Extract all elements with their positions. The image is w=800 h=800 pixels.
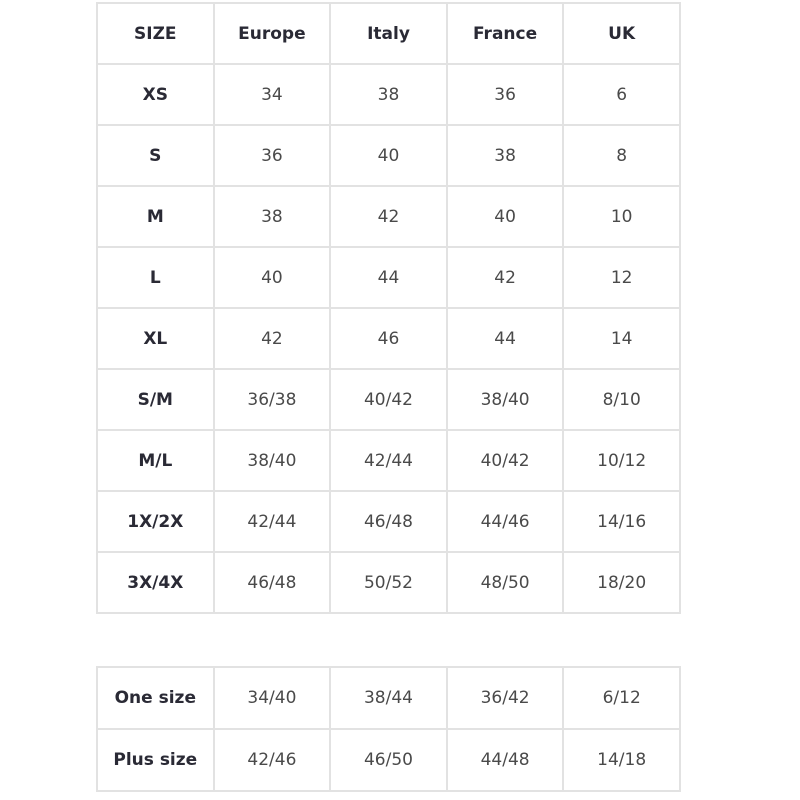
size-label-cell: 3X/4X xyxy=(96,551,215,614)
table-row: XL 42 46 44 14 xyxy=(96,307,681,370)
column-header: Italy xyxy=(329,2,448,65)
size-label-cell: 1X/2X xyxy=(96,490,215,553)
table-row: XS 34 38 36 6 xyxy=(96,63,681,126)
size-value-cell: 42 xyxy=(445,246,565,309)
size-value-cell: 50/52 xyxy=(329,551,448,614)
table-row: One size 34/40 38/44 36/42 6/12 xyxy=(96,666,681,730)
size-value-cell: 42/46 xyxy=(212,728,332,792)
size-value-cell: 8/10 xyxy=(562,368,681,431)
size-value-cell: 44 xyxy=(329,246,448,309)
size-value-cell: 6 xyxy=(562,63,681,126)
size-value-cell: 42/44 xyxy=(329,429,448,492)
table-row: L 40 44 42 12 xyxy=(96,246,681,309)
size-value-cell: 6/12 xyxy=(562,666,681,730)
table-row: Plus size 42/46 46/50 44/48 14/18 xyxy=(96,728,681,792)
size-value-cell: 46 xyxy=(329,307,448,370)
size-label-cell: S/M xyxy=(96,368,215,431)
table-row: S/M 36/38 40/42 38/40 8/10 xyxy=(96,368,681,431)
table-row: S 36 40 38 8 xyxy=(96,124,681,187)
size-value-cell: 44/48 xyxy=(445,728,565,792)
size-label-cell: L xyxy=(96,246,215,309)
size-value-cell: 40/42 xyxy=(445,429,565,492)
size-label-cell: S xyxy=(96,124,215,187)
size-label-cell: XS xyxy=(96,63,215,126)
size-label-cell: Plus size xyxy=(96,728,215,792)
size-value-cell: 46/48 xyxy=(212,551,332,614)
size-value-cell: 46/50 xyxy=(329,728,448,792)
size-value-cell: 38 xyxy=(329,63,448,126)
size-value-cell: 42 xyxy=(329,185,448,248)
size-label-cell: One size xyxy=(96,666,215,730)
size-value-cell: 14/16 xyxy=(562,490,681,553)
size-value-cell: 36 xyxy=(445,63,565,126)
column-header: UK xyxy=(562,2,681,65)
size-value-cell: 14/18 xyxy=(562,728,681,792)
column-header: France xyxy=(445,2,565,65)
size-value-cell: 48/50 xyxy=(445,551,565,614)
size-value-cell: 38/44 xyxy=(329,666,448,730)
size-label-cell: XL xyxy=(96,307,215,370)
size-value-cell: 14 xyxy=(562,307,681,370)
size-value-cell: 12 xyxy=(562,246,681,309)
size-value-cell: 40 xyxy=(329,124,448,187)
size-label-cell: M/L xyxy=(96,429,215,492)
table-row: M/L 38/40 42/44 40/42 10/12 xyxy=(96,429,681,492)
size-value-cell: 40/42 xyxy=(329,368,448,431)
header-row: SIZE Europe Italy France UK xyxy=(96,2,681,65)
size-value-cell: 8 xyxy=(562,124,681,187)
size-value-cell: 42/44 xyxy=(212,490,332,553)
table-row: 1X/2X 42/44 46/48 44/46 14/16 xyxy=(96,490,681,553)
size-conversion-table: SIZE Europe Italy France UK XS 34 38 36 6 S 36 40 38 8… xyxy=(96,2,681,614)
size-value-cell: 10/12 xyxy=(562,429,681,492)
size-value-cell: 38/40 xyxy=(445,368,565,431)
size-value-cell: 38 xyxy=(212,185,332,248)
table-row: M 38 42 40 10 xyxy=(96,185,681,248)
size-value-cell: 44/46 xyxy=(445,490,565,553)
size-label-cell: M xyxy=(96,185,215,248)
column-header: Europe xyxy=(212,2,332,65)
size-value-cell: 36/42 xyxy=(445,666,565,730)
size-value-cell: 36/38 xyxy=(212,368,332,431)
size-value-cell: 34/40 xyxy=(212,666,332,730)
size-value-cell: 18/20 xyxy=(562,551,681,614)
size-value-cell: 36 xyxy=(212,124,332,187)
size-value-cell: 38 xyxy=(445,124,565,187)
size-value-cell: 10 xyxy=(562,185,681,248)
size-value-cell: 38/40 xyxy=(212,429,332,492)
size-value-cell: 42 xyxy=(212,307,332,370)
size-value-cell: 46/48 xyxy=(329,490,448,553)
column-header: SIZE xyxy=(96,2,215,65)
size-value-cell: 40 xyxy=(445,185,565,248)
special-sizes-table: One size 34/40 38/44 36/42 6/12 Plus size 42/4… xyxy=(96,666,681,792)
table-row: 3X/4X 46/48 50/52 48/50 18/20 xyxy=(96,551,681,614)
size-value-cell: 44 xyxy=(445,307,565,370)
size-value-cell: 40 xyxy=(212,246,332,309)
size-value-cell: 34 xyxy=(212,63,332,126)
